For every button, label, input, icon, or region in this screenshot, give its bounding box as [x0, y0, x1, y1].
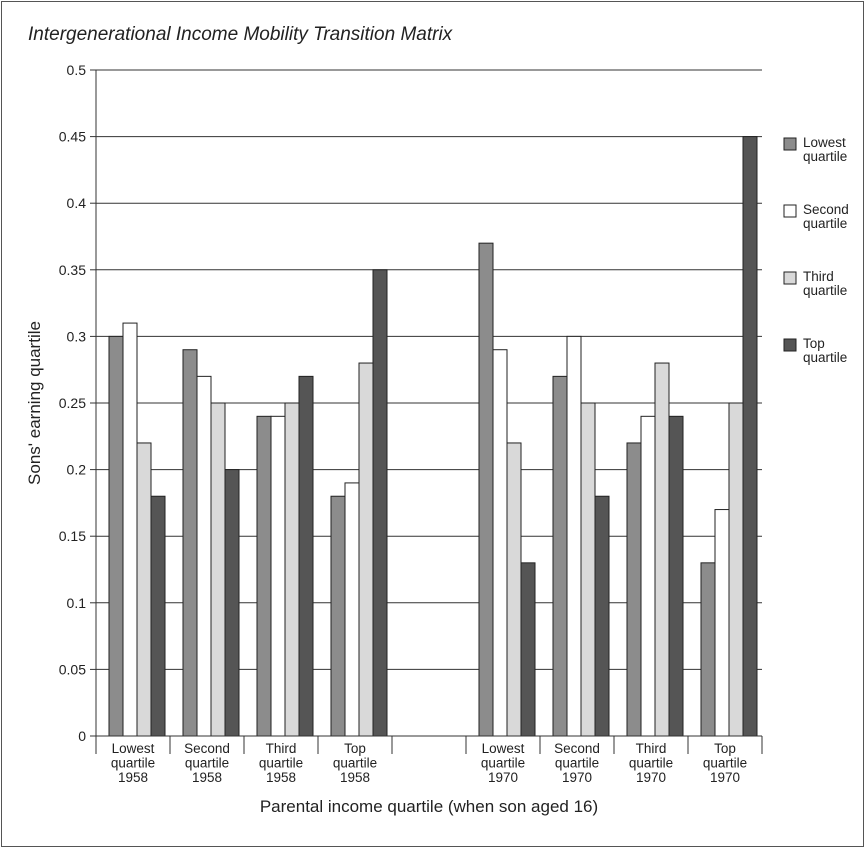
legend-label: Top	[803, 336, 825, 351]
bar	[182, 349, 198, 737]
legend-label: Second	[803, 202, 849, 217]
x-category-label: quartile	[629, 756, 673, 771]
x-category-label: 1970	[488, 770, 518, 785]
chart-title: Intergenerational Income Mobility Transi…	[28, 24, 453, 45]
x-category-label: quartile	[259, 756, 303, 771]
legend-swatch	[783, 204, 797, 218]
bar	[358, 362, 374, 737]
x-category-label: Lowest	[482, 741, 525, 756]
legend-swatch	[783, 338, 797, 352]
bar	[150, 495, 166, 737]
bar	[330, 495, 346, 737]
bar	[196, 375, 212, 737]
x-category-label: Third	[266, 741, 297, 756]
bar	[742, 136, 758, 737]
y-axis-title: Sons' earning quartile	[25, 321, 44, 485]
y-tick-label: 0.5	[67, 62, 87, 78]
y-tick-label: 0	[78, 728, 86, 744]
legend: LowestquartileSecondquartileThirdquartil…	[783, 135, 849, 365]
x-category-label: Top	[714, 741, 736, 756]
bar	[210, 402, 226, 737]
bar	[270, 415, 286, 737]
legend-label: quartile	[803, 283, 847, 298]
legend-swatch	[783, 137, 797, 151]
x-axis-title: Parental income quartile (when son aged …	[260, 797, 598, 816]
bar	[122, 322, 138, 737]
y-tick-label: 0.05	[59, 661, 86, 677]
x-category-label: 1970	[562, 770, 592, 785]
bar	[640, 415, 656, 737]
x-category-label: Lowest	[112, 741, 155, 756]
legend-label: Third	[803, 269, 834, 284]
x-category-label: quartile	[555, 756, 599, 771]
legend-label: Lowest	[803, 135, 846, 150]
bar	[256, 415, 272, 737]
x-category-label: Second	[184, 741, 230, 756]
bar	[136, 442, 152, 737]
bar	[714, 509, 730, 737]
x-category-label: 1970	[636, 770, 666, 785]
y-tick-label: 0.2	[67, 462, 87, 478]
x-category-label: quartile	[481, 756, 525, 771]
axes: 0 0.05 0.1 0.15 0.2 0.25 0.3 0.35 0.4 0.45 0.5 Lowe…	[59, 62, 763, 785]
y-tick-label: 0.4	[67, 195, 87, 211]
bar	[372, 269, 388, 737]
bar	[284, 402, 300, 737]
x-category-label: 1958	[192, 770, 222, 785]
x-category-label: quartile	[703, 756, 747, 771]
bar	[108, 335, 124, 737]
legend-label: quartile	[803, 216, 847, 231]
legend-swatch	[783, 271, 797, 285]
bar	[654, 362, 670, 737]
legend-label: quartile	[803, 350, 847, 365]
y-tick-label: 0.45	[59, 129, 86, 145]
bar	[506, 442, 522, 737]
x-category-label: quartile	[111, 756, 155, 771]
bar	[552, 375, 568, 737]
bar	[668, 415, 684, 737]
bar	[566, 335, 582, 737]
y-tick-label: 0.3	[67, 328, 87, 344]
x-category-label: 1958	[118, 770, 148, 785]
x-category-label: quartile	[333, 756, 377, 771]
x-category-label: Second	[554, 741, 600, 756]
y-tick-label: 0.25	[59, 395, 86, 411]
bar	[728, 402, 744, 737]
bar	[626, 442, 642, 737]
bar	[700, 562, 716, 737]
x-category-label: quartile	[185, 756, 229, 771]
bar	[224, 469, 240, 737]
bar	[344, 482, 360, 737]
bar	[492, 349, 508, 737]
x-category-label: Third	[636, 741, 667, 756]
x-category-label: 1970	[710, 770, 740, 785]
bar	[298, 375, 314, 737]
bar	[520, 562, 536, 737]
y-tick-label: 0.35	[59, 262, 86, 278]
bar	[478, 242, 494, 737]
bar	[580, 402, 596, 737]
x-category-label: Top	[344, 741, 366, 756]
x-category-label: 1958	[266, 770, 296, 785]
bars	[108, 136, 758, 737]
bar	[594, 495, 610, 737]
y-tick-label: 0.1	[67, 595, 87, 611]
x-category-label: 1958	[340, 770, 370, 785]
legend-label: quartile	[803, 149, 847, 164]
y-tick-label: 0.15	[59, 528, 86, 544]
